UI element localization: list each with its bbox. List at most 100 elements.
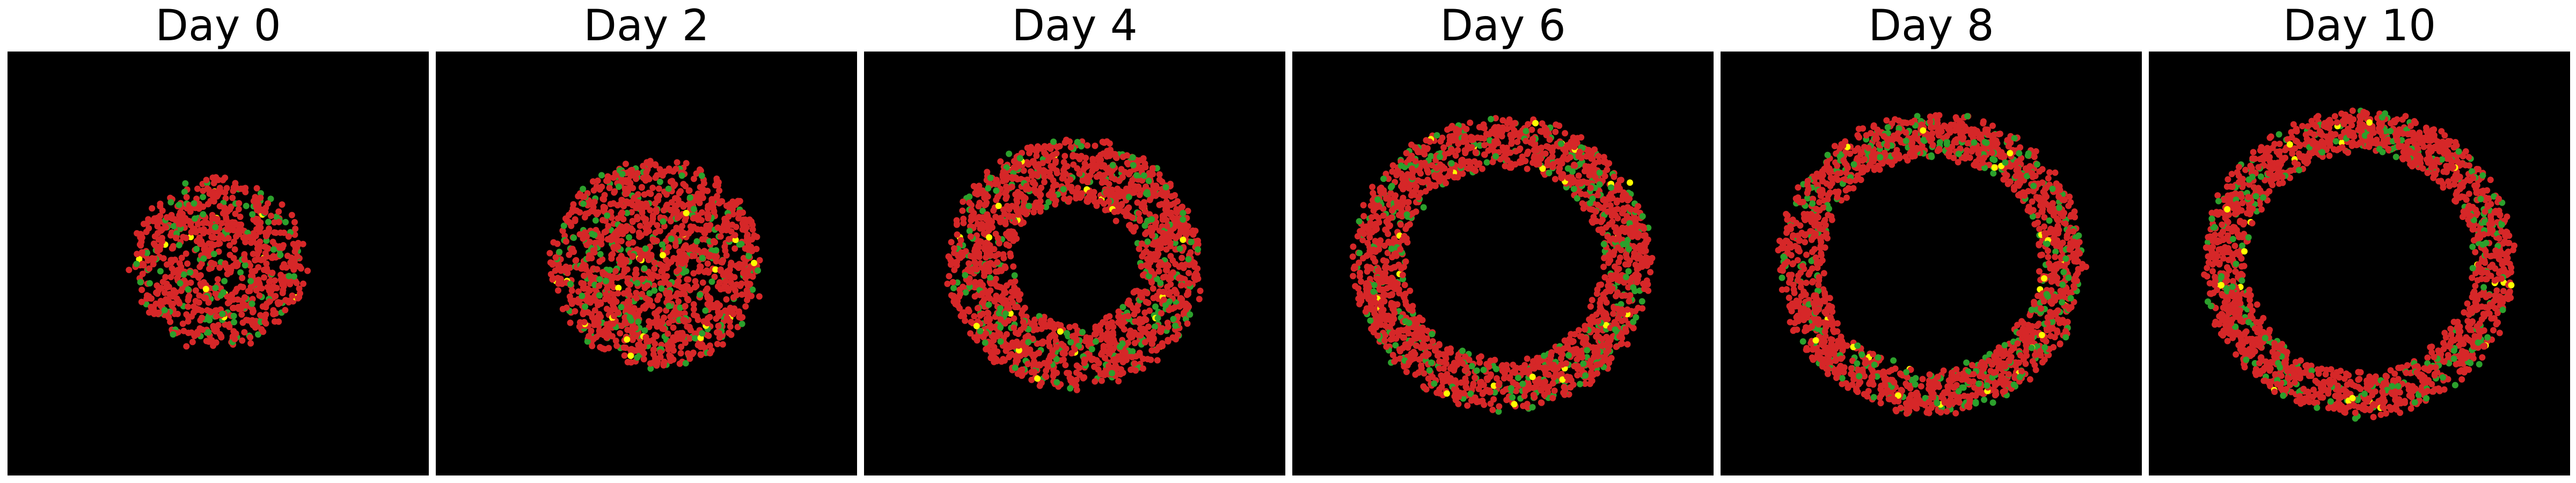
cell-dot bbox=[259, 256, 266, 263]
cell-dot bbox=[230, 304, 236, 311]
cell-dot bbox=[1148, 216, 1155, 223]
cell-dot bbox=[254, 251, 261, 258]
cell-dot bbox=[1421, 370, 1428, 377]
cell-dot bbox=[704, 205, 711, 212]
cell-dot bbox=[151, 241, 158, 248]
cell-dot bbox=[247, 277, 254, 284]
cell-dot bbox=[1597, 304, 1604, 310]
cell-dot bbox=[674, 202, 680, 209]
cell-dot bbox=[1079, 328, 1086, 335]
cell-dot bbox=[992, 275, 999, 282]
cell-dot bbox=[1150, 171, 1157, 178]
cell-dot bbox=[652, 161, 658, 168]
cell-dot bbox=[683, 268, 690, 275]
cell-dot bbox=[699, 330, 706, 337]
cell-dot bbox=[624, 358, 631, 365]
cell-dot bbox=[979, 282, 986, 289]
cell-dot bbox=[653, 237, 660, 244]
cell-dot bbox=[1145, 178, 1152, 184]
cell-dot bbox=[1169, 269, 1176, 276]
cell-dot bbox=[136, 241, 143, 248]
cell-dot bbox=[1106, 140, 1113, 147]
cell-dot bbox=[184, 260, 191, 267]
cell-dot bbox=[586, 333, 592, 340]
cell-dot bbox=[651, 287, 658, 294]
cell-dot bbox=[950, 292, 957, 299]
cell-dot bbox=[1016, 155, 1023, 162]
cell-dot bbox=[279, 281, 286, 288]
cell-dot bbox=[1131, 360, 1138, 367]
cell-dot bbox=[992, 296, 999, 303]
cell-dot bbox=[1159, 340, 1166, 347]
cell-dot bbox=[235, 227, 242, 234]
cell-dot bbox=[581, 285, 588, 292]
cell-dot bbox=[208, 233, 215, 240]
cell-dot bbox=[667, 218, 674, 225]
cell-dot bbox=[1154, 357, 1161, 364]
cell-dot bbox=[564, 266, 570, 273]
cell-dot bbox=[993, 187, 1000, 194]
cell-dot bbox=[997, 305, 1004, 312]
cell-dot bbox=[618, 304, 625, 311]
cell-dot bbox=[1046, 358, 1053, 365]
cell-dot bbox=[264, 268, 271, 275]
cell-dot bbox=[699, 341, 706, 348]
cell-dot bbox=[610, 174, 617, 181]
cell-dot bbox=[1053, 379, 1060, 386]
cell-dot bbox=[1050, 193, 1057, 200]
cell-dot bbox=[702, 307, 709, 314]
cell-dot bbox=[133, 260, 140, 267]
cell-dot bbox=[997, 316, 1004, 323]
cell-dot bbox=[645, 257, 652, 264]
cell-dot bbox=[716, 334, 723, 341]
cell-dot bbox=[680, 230, 687, 237]
cell-dot bbox=[591, 199, 598, 206]
cell-dot bbox=[1169, 257, 1176, 264]
cell-dot bbox=[262, 311, 269, 318]
cell-dot bbox=[1140, 172, 1147, 179]
cell-dot bbox=[663, 191, 670, 198]
cell-dot bbox=[1129, 354, 1136, 361]
cell-dot bbox=[181, 279, 188, 285]
cell-dot bbox=[652, 310, 658, 317]
cell-dot bbox=[581, 319, 588, 326]
cell-dot bbox=[637, 232, 644, 239]
cell-dot bbox=[273, 229, 279, 236]
cell-dot bbox=[655, 185, 662, 192]
cell-dot bbox=[202, 286, 209, 292]
cell-dot bbox=[1574, 195, 1580, 202]
cell-dot bbox=[668, 199, 675, 206]
cell-dot bbox=[251, 197, 258, 204]
cell-dot bbox=[1496, 403, 1503, 410]
cell-dot bbox=[1613, 292, 1619, 299]
cell-dot bbox=[1115, 378, 1122, 385]
cell-dot bbox=[1012, 278, 1019, 285]
cell-dot bbox=[229, 225, 236, 232]
cell-dot bbox=[240, 235, 247, 241]
cell-dot bbox=[701, 180, 707, 187]
cell-dot bbox=[717, 233, 724, 240]
cell-dot bbox=[185, 286, 192, 293]
cell-dot bbox=[641, 191, 648, 198]
cell-dot bbox=[739, 261, 746, 268]
cell-dot bbox=[212, 224, 219, 231]
cell-dot bbox=[270, 246, 277, 253]
cell-dot bbox=[1157, 191, 1164, 197]
cell-dot bbox=[712, 266, 719, 273]
cell-dot bbox=[1007, 253, 1014, 260]
cell-dot bbox=[185, 318, 192, 325]
cell-dot bbox=[610, 296, 617, 303]
cell-dot bbox=[721, 218, 728, 225]
cell-dot bbox=[690, 206, 697, 213]
cell-dot bbox=[749, 236, 756, 243]
cell-dot bbox=[149, 205, 156, 212]
cell-dot bbox=[718, 198, 725, 205]
cell-dot bbox=[1041, 360, 1048, 367]
cell-dot bbox=[711, 273, 718, 280]
cell-dot bbox=[1041, 143, 1048, 150]
cell-dot bbox=[688, 244, 695, 251]
cell-dot bbox=[705, 252, 712, 259]
cell-dot bbox=[672, 165, 679, 172]
cell-dot bbox=[288, 211, 295, 218]
cell-dot bbox=[580, 200, 587, 207]
